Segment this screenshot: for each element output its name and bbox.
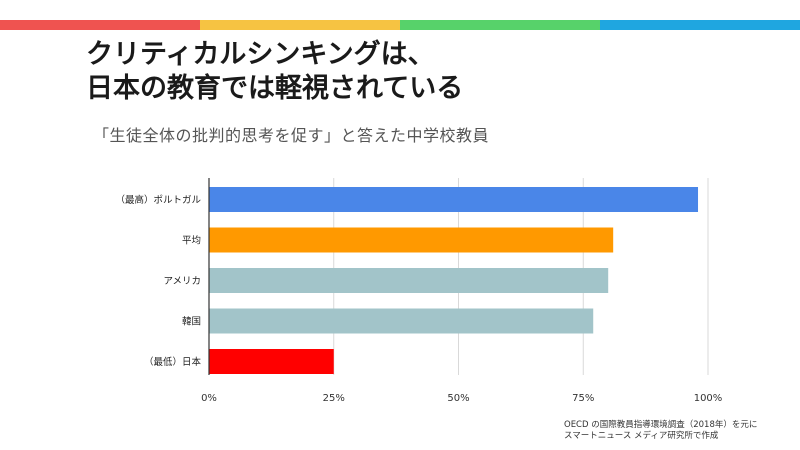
x-tick-label-0: 0% [201, 393, 217, 404]
x-tick-label-4: 100% [694, 393, 723, 404]
category-label-3: 韓国 [182, 317, 201, 328]
bar-4 [209, 349, 334, 374]
bar-1 [209, 227, 614, 253]
source-line-2: スマートニュース メディア研究所で作成 [564, 431, 719, 441]
stripe-segment-red [0, 20, 200, 30]
source-note: OECD の国際教員指導環境調査（2018年）を元に スマートニュース メディア… [564, 420, 757, 442]
category-label-1: 平均 [182, 235, 201, 247]
x-tick-label-1: 25% [323, 393, 345, 404]
source-line-1: OECD の国際教員指導環境調査（2018年）を元に [564, 420, 758, 430]
x-tick-label-3: 75% [572, 393, 594, 404]
color-stripe [0, 20, 800, 30]
x-tick-label-2: 50% [447, 393, 469, 404]
chart-title: 「生徒全体の批判的思考を促す」と答えた中学校教員 [93, 126, 490, 145]
category-label-4: （最低）日本 [144, 356, 202, 368]
category-label-2: アメリカ [163, 276, 201, 287]
stripe-segment-blue [600, 20, 800, 30]
headline-line-2: 日本の教育では軽視されている [86, 73, 464, 104]
headline-line-1: クリティカルシンキングは、 [86, 39, 435, 70]
stripe-segment-green [400, 20, 600, 30]
stripe-segment-yellow [200, 20, 400, 30]
category-label-0: （最高）ポルトガル [115, 194, 201, 206]
bar-3 [209, 308, 594, 334]
bar-2 [209, 268, 609, 293]
slide-headline: クリティカルシンキングは、 日本の教育では軽視されている [86, 38, 463, 106]
bar-0 [209, 187, 699, 212]
